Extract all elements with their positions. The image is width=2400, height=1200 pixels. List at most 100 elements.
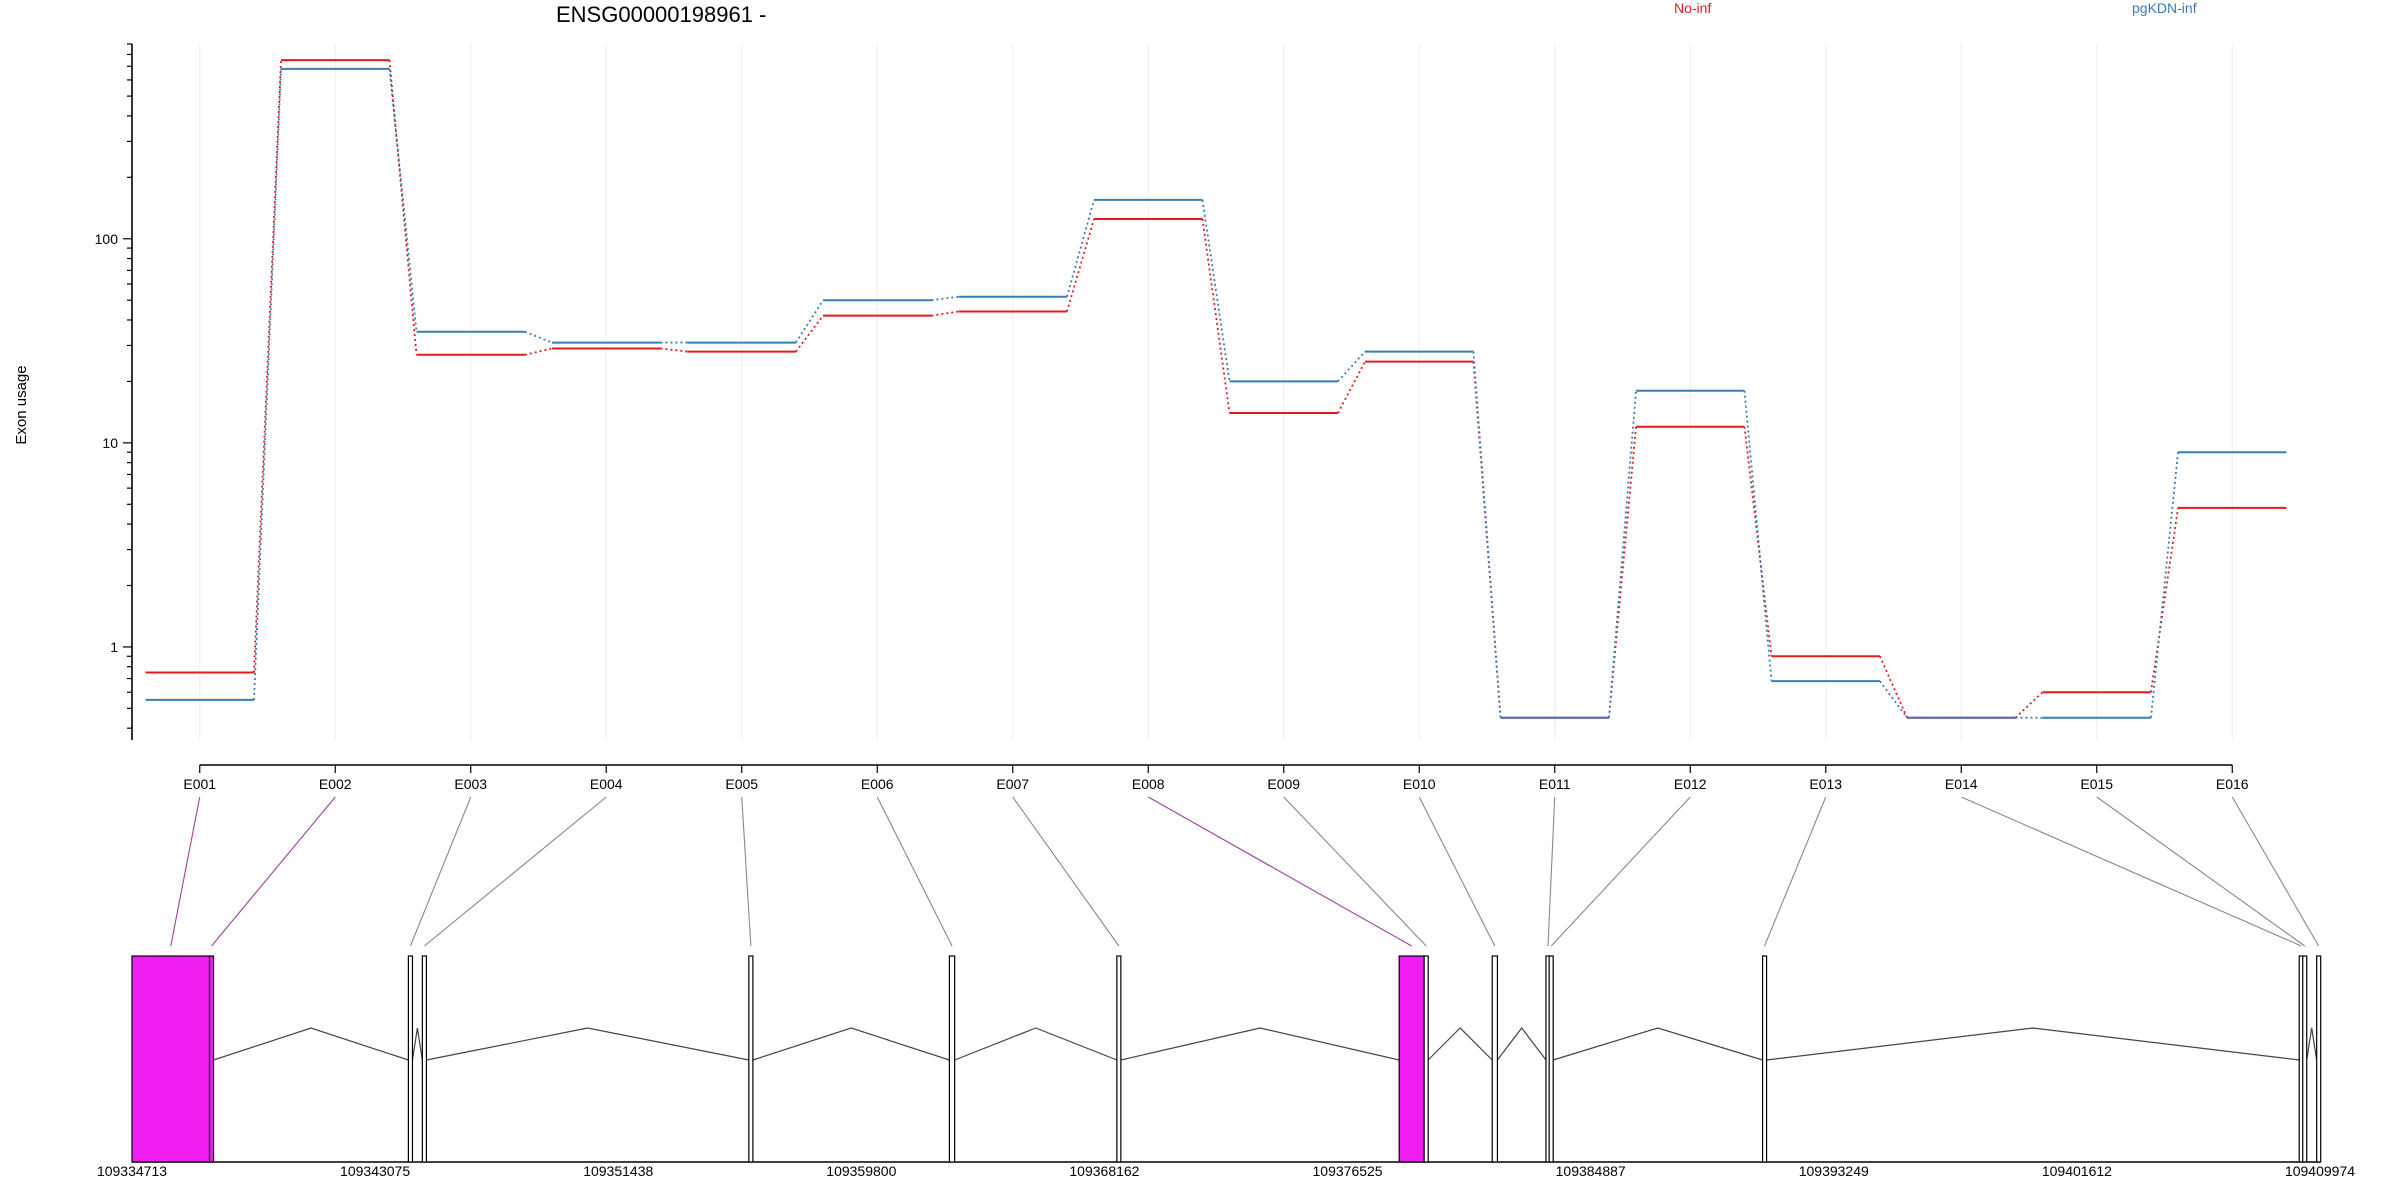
connector-E008 <box>1147 796 1412 947</box>
intron-6 <box>1427 1027 1493 1061</box>
connector-E003 <box>409 796 472 947</box>
connector-E015 <box>2096 796 2306 947</box>
series-pgkdn-inf-connector-E006 <box>931 295 959 302</box>
connector-E016 <box>2231 796 2320 947</box>
series-pgkdn-inf-connector-E013 <box>1879 680 1908 719</box>
x-tick-label-E014: E014 <box>1945 776 1978 792</box>
genomic-tick-label: 109359800 <box>826 1163 896 1179</box>
axes-layer: 1 10 100 E001 E002 E003 E004 E005 E006 E007 E008 E0… <box>95 43 2249 792</box>
series-no-inf-connector-E008 <box>1201 218 1231 414</box>
x-tick-label-E002: E002 <box>319 776 352 792</box>
exon-box-E003 <box>407 955 414 1163</box>
exon-box-E006 <box>948 955 956 1163</box>
legend-entry-pgkdn-inf: pgKDN-inf <box>2132 0 2197 16</box>
genomic-tick-label: 109368162 <box>1069 1163 1139 1179</box>
x-tick-label-E011: E011 <box>1539 776 1571 792</box>
x-tick-label-E010: E010 <box>1403 776 1436 792</box>
genomic-tick-label: 109334713 <box>97 1163 167 1179</box>
intron-9 <box>1766 1027 2300 1061</box>
connector-E013 <box>1764 796 1827 947</box>
series-no-inf-connector-E004 <box>660 347 688 353</box>
series-pgkdn-inf-connector-E005 <box>795 299 824 344</box>
intron-7 <box>1496 1027 1547 1061</box>
series-pgkdn-inf-connector-E011 <box>1608 390 1637 718</box>
connector-E006 <box>876 796 953 947</box>
series-layer <box>145 59 2287 719</box>
connector-layer <box>170 796 2320 947</box>
series-pgkdn-inf-connector-E008 <box>1201 199 1231 382</box>
y-tick-label: 100 <box>95 231 119 247</box>
x-tick-label-E015: E015 <box>2080 776 2113 792</box>
series-no-inf-connector-E006 <box>931 310 959 317</box>
connector-E005 <box>741 796 752 947</box>
exon-box-E012 <box>1548 955 1554 1163</box>
genomic-tick-label: 109384887 <box>1556 1163 1626 1179</box>
series-no-inf-connector-E014 <box>2014 691 2044 719</box>
series-pgkdn-inf-connector-E007 <box>1066 199 1095 297</box>
connector-E012 <box>1550 796 1691 947</box>
series-no-inf-connector-E009 <box>1337 361 1366 414</box>
intron-4 <box>954 1027 1118 1061</box>
x-tick-label-E006: E006 <box>861 776 894 792</box>
connector-E007 <box>1012 796 1120 947</box>
y-axis-label: Exon usage <box>13 365 30 444</box>
gene-model: 109334713 109343075 109351438 109359800 1093… <box>97 955 2355 1179</box>
intron-0 <box>213 1027 409 1061</box>
genomic-tick-label: 109409974 <box>2285 1163 2355 1179</box>
series-pgkdn-inf-connector-E001 <box>253 68 282 700</box>
genomic-tick-label: 109376525 <box>1313 1163 1383 1179</box>
series-pgkdn-inf-connector-E003 <box>524 330 553 344</box>
x-tick-label-E001: E001 <box>183 776 216 792</box>
connector-E014 <box>1961 796 2302 947</box>
series-no-inf-connector-E010 <box>1472 361 1502 718</box>
intron-5 <box>1120 1027 1400 1061</box>
x-tick-label-E004: E004 <box>590 776 623 792</box>
y-tick-label: 1 <box>110 639 118 655</box>
series-pgkdn-inf-connector-E002 <box>388 68 418 332</box>
connector-E011 <box>1547 796 1556 947</box>
series-pgkdn-inf-connector-E009 <box>1337 350 1366 383</box>
series-no-inf-connector-E013 <box>1879 655 1908 719</box>
exon-box-E005 <box>748 955 754 1163</box>
exon-box-E010 <box>1491 955 1499 1163</box>
connector-E002 <box>211 796 336 947</box>
exon-box-E007 <box>1116 955 1122 1163</box>
intron-2 <box>426 1027 749 1061</box>
series-pgkdn-inf-connector-E012 <box>1743 390 1773 682</box>
chart-title: ENSG00000198961 - <box>556 2 767 27</box>
x-tick-label-E003: E003 <box>454 776 487 792</box>
series-pgkdn-inf-connector-E015 <box>2150 452 2179 718</box>
intron-1 <box>411 1027 423 1061</box>
x-tick-label-E009: E009 <box>1267 776 1300 792</box>
x-tick-label-E013: E013 <box>1809 776 1842 792</box>
series-no-inf-connector-E002 <box>388 60 418 355</box>
exon-box-E008 <box>1398 955 1425 1163</box>
connector-E010 <box>1418 796 1496 947</box>
series-no-inf-connector-E007 <box>1066 218 1095 312</box>
exon-box-E016 <box>2316 955 2322 1163</box>
x-tick-label-E008: E008 <box>1132 776 1165 792</box>
x-tick-label-E005: E005 <box>725 776 758 792</box>
series-no-inf-connector-E011 <box>1608 426 1637 718</box>
exon-box-E001 <box>131 955 211 1163</box>
connector-E001 <box>170 796 201 947</box>
exon-box-E013 <box>1761 955 1768 1163</box>
genomic-tick-label: 109393249 <box>1799 1163 1869 1179</box>
exon-box-E015 <box>2302 955 2308 1163</box>
exon-box-E004 <box>421 955 428 1163</box>
intron-10 <box>2306 1027 2318 1061</box>
series-no-inf-connector-E015 <box>2150 507 2179 693</box>
intron-8 <box>1553 1027 1763 1061</box>
genomic-tick-label: 109351438 <box>583 1163 653 1179</box>
x-tick-label-E012: E012 <box>1674 776 1707 792</box>
legend-entry-no-inf: No-inf <box>1674 0 1712 16</box>
series-no-inf-connector-E001 <box>253 60 282 673</box>
intron-3 <box>752 1027 950 1061</box>
genomic-tick-label: 109343075 <box>340 1163 410 1179</box>
x-tick-label-E007: E007 <box>996 776 1029 792</box>
exon-box-E009 <box>1423 955 1429 1163</box>
y-tick-label: 10 <box>102 435 118 451</box>
genomic-tick-label: 109401612 <box>2042 1163 2112 1179</box>
connector-E004 <box>424 796 607 947</box>
